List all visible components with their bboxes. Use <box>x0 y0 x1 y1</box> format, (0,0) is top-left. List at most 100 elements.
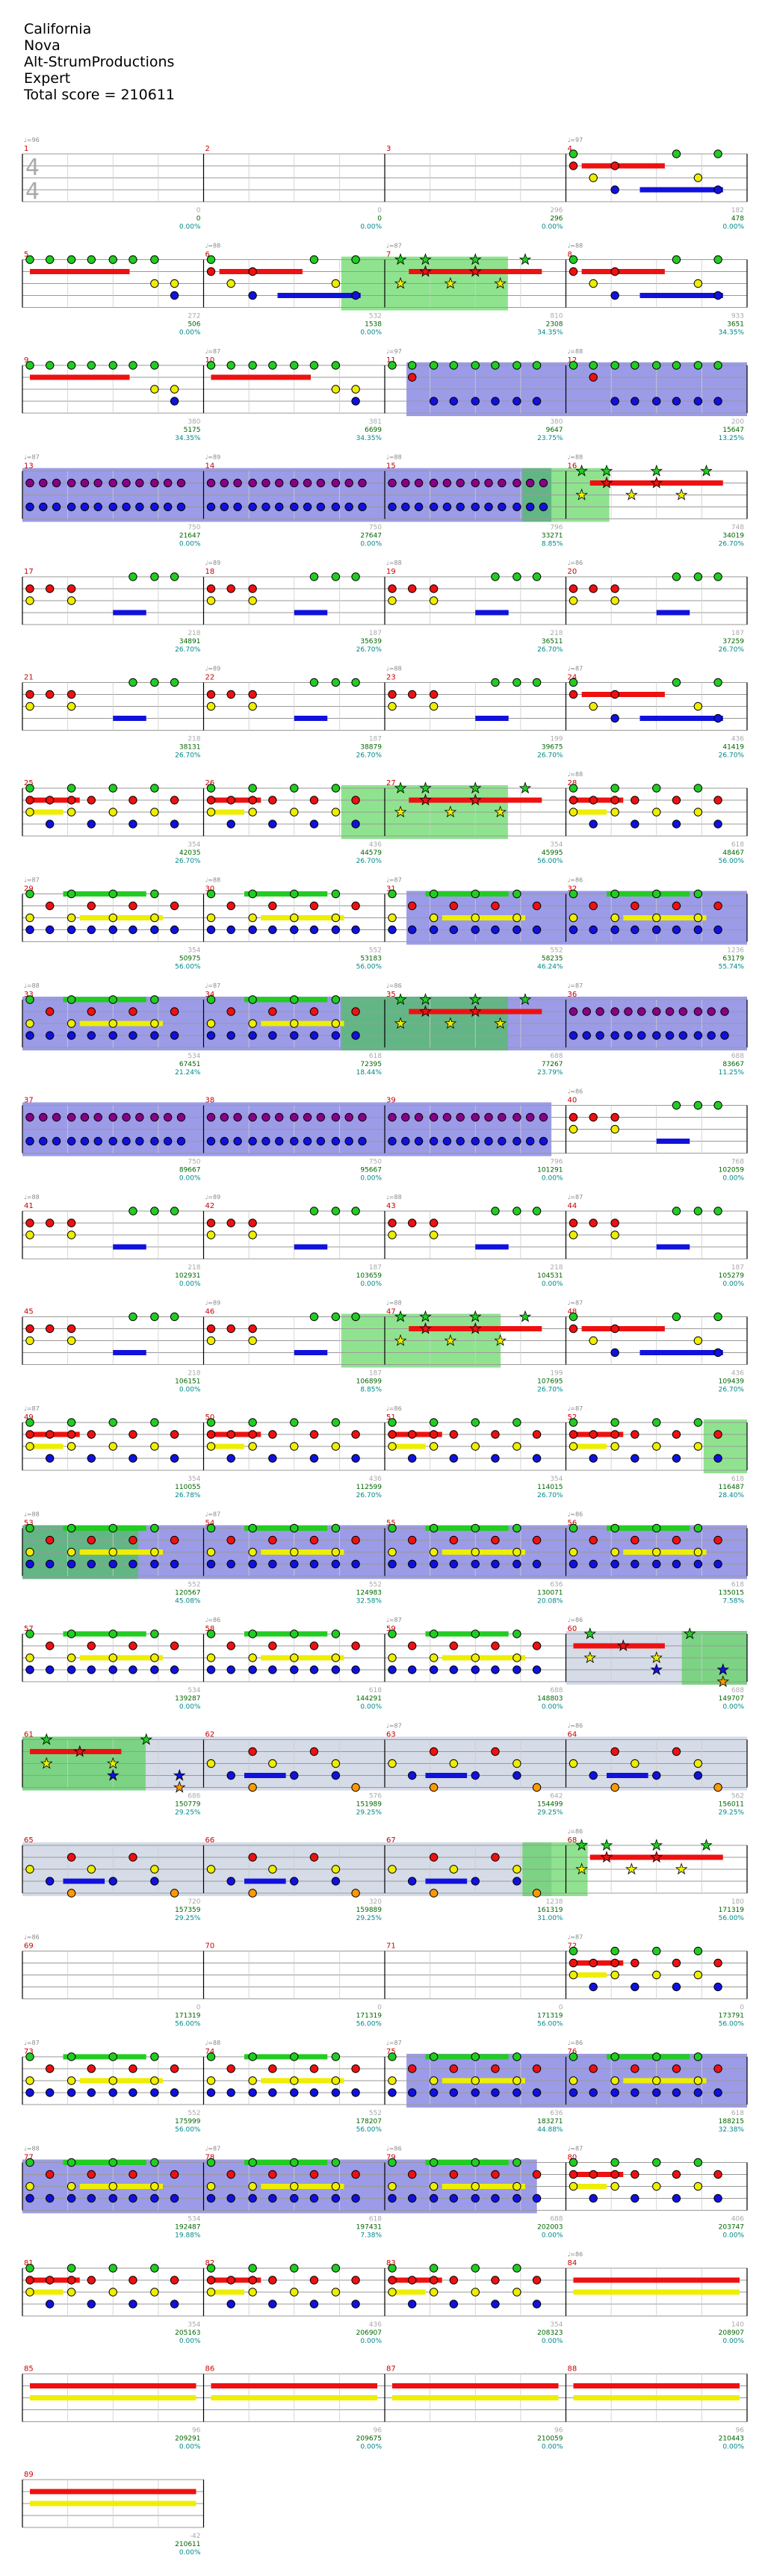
sustain-tail <box>113 1350 146 1355</box>
measure-points: 354 <box>188 1476 200 1483</box>
measure-points: 200 <box>731 418 744 426</box>
note-gem <box>206 690 216 699</box>
note-gem <box>226 584 235 593</box>
star-note <box>468 781 482 794</box>
note-gem <box>290 361 299 370</box>
sustain-tail <box>442 915 525 920</box>
note-gem <box>351 1889 360 1898</box>
note-gem <box>206 1559 216 1569</box>
note-gem <box>652 925 661 935</box>
sustain-tail <box>392 2277 442 2283</box>
note-gem <box>344 1136 353 1146</box>
note-gem <box>610 2076 619 2085</box>
note-gem <box>569 678 578 687</box>
note-gem <box>248 1219 257 1227</box>
note-gem <box>569 1970 578 1980</box>
note-gem <box>45 1219 55 1227</box>
note-gem <box>248 2076 257 2085</box>
star-power-percent: 0.00% <box>722 2444 744 2451</box>
note-gem <box>248 478 257 488</box>
star-power-percent: 26.70% <box>537 1492 563 1499</box>
note-gem <box>226 1219 235 1227</box>
note-gem <box>569 913 578 923</box>
note-gem <box>532 1430 542 1439</box>
tempo-marker: ♩=97 <box>386 348 402 355</box>
star-note <box>468 1310 482 1322</box>
star-power-percent: 34.35% <box>537 329 563 337</box>
running-score: 77267 <box>542 1061 563 1068</box>
note-gem <box>610 397 619 406</box>
note-gem <box>108 2076 117 2085</box>
sustain-tail <box>277 293 361 298</box>
note-gem <box>87 1665 96 1674</box>
star-note <box>494 805 507 818</box>
note-gem <box>408 2064 417 2073</box>
note-gem <box>610 2182 619 2191</box>
note-gem <box>25 2088 34 2097</box>
note-gem <box>290 2076 299 2085</box>
note-gem <box>713 925 722 935</box>
note-gem <box>652 1442 661 1451</box>
running-score: 202003 <box>537 2224 563 2232</box>
note-gem <box>569 2170 578 2179</box>
tempo-marker: ♩=87 <box>568 1194 583 1201</box>
note-gem <box>672 1207 681 1216</box>
note-gem <box>268 361 277 370</box>
note-gem <box>652 808 661 817</box>
note-gem <box>331 1312 341 1322</box>
measure-points: 552 <box>369 947 382 955</box>
note-gem <box>170 1007 179 1016</box>
note-gem <box>25 2264 34 2273</box>
sustain-tail <box>392 1443 426 1449</box>
note-gem <box>532 1665 542 1674</box>
note-gem <box>290 1523 299 1533</box>
note-gem <box>150 1207 159 1216</box>
measure-points: 381 <box>369 418 382 426</box>
note-gem <box>491 1430 500 1439</box>
note-gem <box>206 2088 216 2097</box>
note-gem <box>66 502 76 512</box>
note-gem <box>471 1547 480 1557</box>
note-gem <box>45 2276 55 2285</box>
note-gem <box>589 1958 598 1968</box>
note-gem <box>471 397 480 406</box>
note-gem <box>150 2088 159 2097</box>
note-gem <box>66 2276 76 2285</box>
sustain-tail <box>30 809 64 815</box>
star-power-percent: 7.58% <box>722 1598 744 1606</box>
note-gem <box>290 2158 299 2167</box>
note-gem <box>525 1112 535 1122</box>
note-gem <box>25 478 34 488</box>
sustain-tail <box>244 1526 328 1531</box>
note-gem <box>665 1031 675 1040</box>
note-gem <box>610 784 619 793</box>
sustain-tail <box>244 1878 286 1884</box>
note-gem <box>268 925 277 935</box>
note-gem <box>610 1230 619 1239</box>
note-gem <box>610 2088 619 2097</box>
sustain-tail <box>607 1773 648 1778</box>
measure-number: 35 <box>386 991 396 999</box>
star-note <box>683 1627 696 1640</box>
sustain-tail <box>623 1549 707 1555</box>
measure-number: 81 <box>24 2259 34 2267</box>
running-score: 53183 <box>360 956 382 963</box>
sustain-tail <box>639 293 723 298</box>
note-gem <box>693 1442 703 1451</box>
star-note <box>625 1863 638 1875</box>
note-gem <box>652 2158 661 2167</box>
note-gem <box>442 502 452 512</box>
note-gem <box>589 2170 598 2179</box>
chart-row: 212183813126.70%22♩=891873887926.70%23♩=… <box>22 666 748 760</box>
note-gem <box>39 502 48 512</box>
note-gem <box>672 678 681 687</box>
note-gem <box>25 2276 34 2285</box>
note-gem <box>206 1629 216 1638</box>
sustain-tail <box>244 2160 328 2165</box>
note-gem <box>652 889 661 899</box>
note-gem <box>290 784 299 793</box>
note-gem <box>388 2193 397 2203</box>
sustain-tail <box>211 2395 377 2400</box>
running-score: 154499 <box>537 1801 563 1809</box>
